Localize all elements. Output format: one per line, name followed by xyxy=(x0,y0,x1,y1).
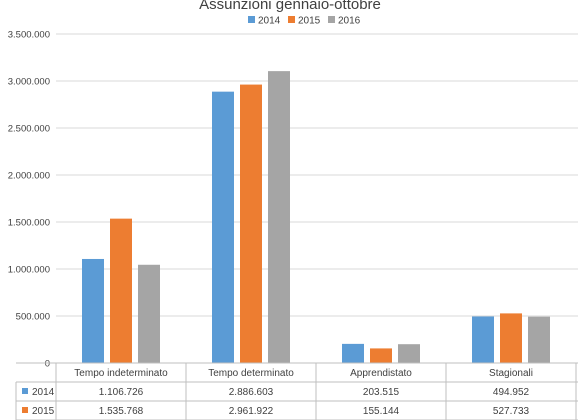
legend-label: 2016 xyxy=(338,16,361,27)
legend-swatch xyxy=(248,16,255,23)
legend: 2014 2015 2016 xyxy=(248,16,361,27)
y-tick-label: 3.500.000 xyxy=(8,30,50,41)
bar-2015-3 xyxy=(500,313,522,363)
table-series-swatch xyxy=(22,388,28,394)
table-cell-value: 527.733 xyxy=(493,406,530,417)
y-tick-label: 2.500.000 xyxy=(8,124,50,135)
bar-2015-1 xyxy=(240,84,262,363)
table-cell-value: 1.106.726 xyxy=(99,387,144,398)
x-category-label: Apprendistato xyxy=(350,368,412,379)
legend-label: 2014 xyxy=(258,16,281,27)
x-category-label: Tempo determinato xyxy=(208,368,294,379)
bar-2015-0 xyxy=(110,218,132,363)
bar-2016-1 xyxy=(268,71,290,363)
y-tick-label: 3.000.000 xyxy=(8,77,50,88)
bar-2016-0 xyxy=(138,264,160,363)
table-cell-value: 2.961.922 xyxy=(229,406,274,417)
bar-2016-2 xyxy=(398,344,420,363)
bar-2014-3 xyxy=(472,316,494,363)
y-tick-label: 500.000 xyxy=(16,312,50,323)
legend-label: 2015 xyxy=(298,16,321,27)
y-tick-label: 1.500.000 xyxy=(8,218,50,229)
table-cell-value: 1.535.768 xyxy=(99,406,144,417)
y-tick-label: 2.000.000 xyxy=(8,171,50,182)
table-series-name: 2014 xyxy=(32,387,55,398)
bar-2015-2 xyxy=(370,348,392,363)
bar-2014-2 xyxy=(342,343,364,363)
table-series-swatch xyxy=(22,407,28,413)
y-tick-label: 0 xyxy=(45,359,50,370)
bar-2016-3 xyxy=(528,316,550,363)
x-category-label: Stagionali xyxy=(489,368,533,379)
chart-title: Assunzioni gennaio-ottobre xyxy=(199,0,381,13)
bar-2014-0 xyxy=(82,258,104,363)
table-cell-value: 203.515 xyxy=(363,387,400,398)
legend-swatch xyxy=(288,16,295,23)
data-table: Tempo indeterminato Tempo determinato Appr… xyxy=(15,362,578,420)
gridlines xyxy=(56,33,578,364)
bar-2014-1 xyxy=(212,91,234,364)
bars xyxy=(82,71,550,364)
x-category-label: Tempo indeterminato xyxy=(74,368,168,379)
table-series-name: 2015 xyxy=(32,406,55,417)
table-cell-value: 155.144 xyxy=(363,406,400,417)
y-tick-label: 1.000.000 xyxy=(8,265,50,276)
y-axis-tick-labels: 0 500.000 1.000.000 1.500.000 2.000.000 2.500… xyxy=(8,30,50,370)
table-cell-value: 494.952 xyxy=(493,387,530,398)
legend-swatch xyxy=(328,16,335,23)
table-cell-value: 2.886.603 xyxy=(229,387,274,398)
